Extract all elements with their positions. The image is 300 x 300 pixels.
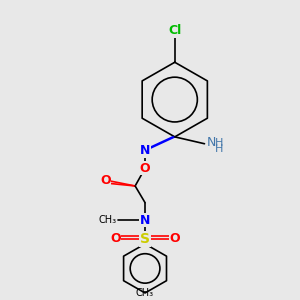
Text: H: H (214, 138, 223, 148)
Text: N: N (140, 214, 150, 227)
Text: N: N (140, 144, 150, 157)
Text: O: O (100, 174, 111, 187)
Text: CH₃: CH₃ (136, 288, 154, 298)
Text: H: H (214, 144, 223, 154)
Text: S: S (140, 232, 150, 246)
Text: N: N (206, 136, 216, 149)
Text: O: O (110, 232, 121, 245)
Text: O: O (169, 232, 180, 245)
Text: CH₃: CH₃ (98, 215, 116, 225)
Text: O: O (140, 162, 150, 175)
Text: Cl: Cl (168, 24, 182, 37)
